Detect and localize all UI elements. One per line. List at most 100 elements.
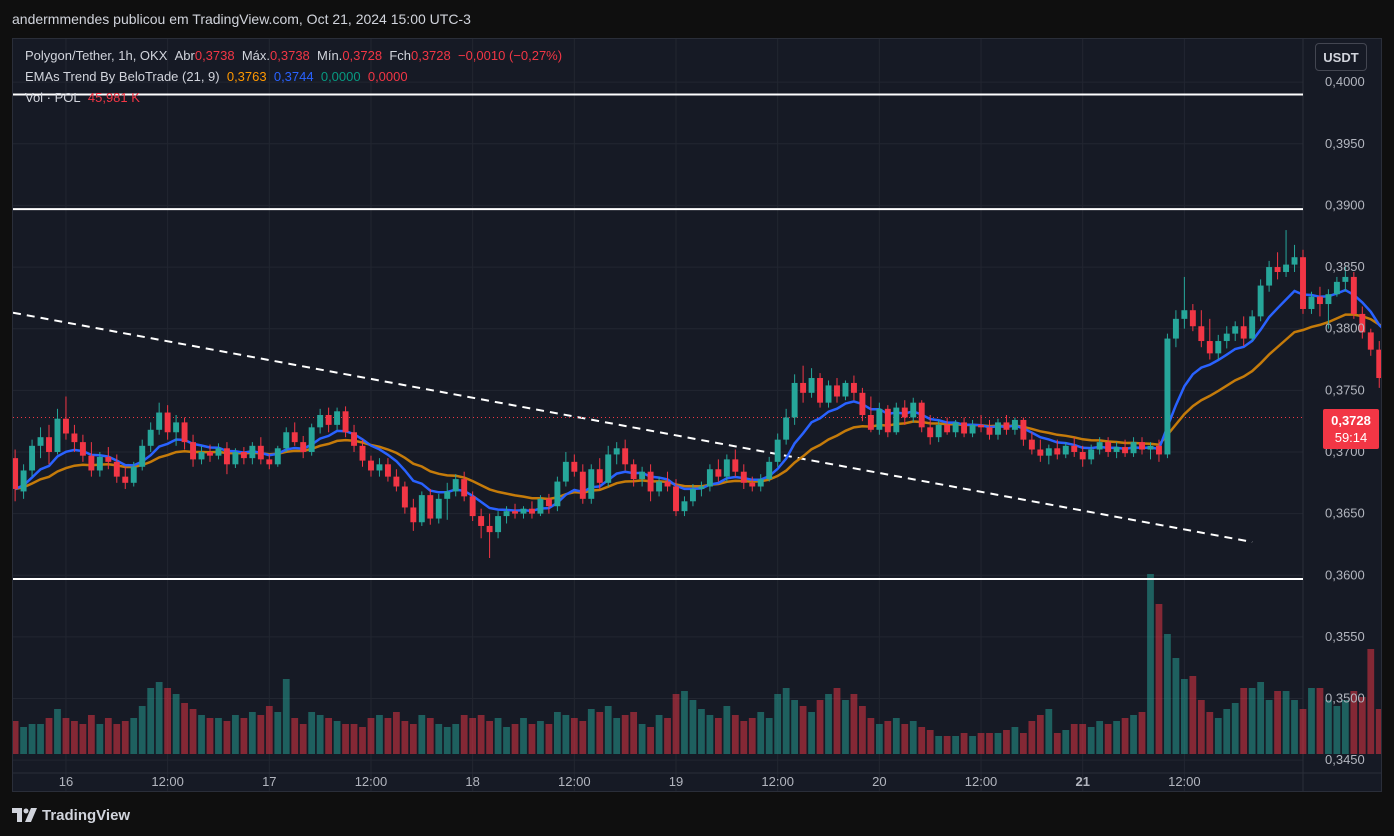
candle-body [834, 385, 840, 397]
candle [461, 471, 468, 502]
candle [1198, 310, 1205, 348]
legend-ema-row: EMAs Trend By BeloTrade (21, 9) 0,3763 0… [25, 66, 562, 87]
candle [1367, 328, 1374, 356]
chart-canvas[interactable]: 0,4000 0,3950 0,3900 0,3850 0,3800 0,3750 0,37… [13, 39, 1381, 791]
candle [986, 419, 993, 440]
candle-body [791, 382, 798, 418]
candle-body [808, 378, 815, 393]
volume-bar [825, 694, 832, 754]
candle-body [1206, 341, 1213, 354]
candle [961, 417, 968, 438]
candle-body [961, 422, 968, 434]
candle-body [757, 479, 764, 487]
footer: TradingView [12, 804, 130, 826]
volume-bar [240, 718, 248, 754]
candle-body [495, 516, 502, 533]
candle-body [62, 418, 69, 434]
volume-series [13, 574, 1381, 754]
candle-series [13, 230, 1381, 559]
candle-body [368, 460, 374, 471]
volume-bar [155, 682, 163, 754]
candle [190, 434, 197, 467]
volume-bar [316, 715, 324, 754]
volume-bar [291, 718, 299, 754]
candle [1113, 442, 1120, 459]
volume-bar [28, 724, 36, 754]
candle [927, 415, 934, 445]
chart-frame[interactable]: 0,4000 0,3950 0,3900 0,3850 0,3800 0,3750 0,37… [12, 38, 1382, 792]
volume-bar [596, 712, 604, 754]
candle-body [1020, 419, 1027, 440]
candle [376, 458, 383, 477]
candle-body [910, 402, 917, 418]
ema-fast-line [14, 288, 1381, 513]
candle-body [452, 479, 459, 492]
candle-body [537, 498, 544, 514]
volume-bar [859, 706, 866, 754]
legend-ema-name[interactable]: EMAs Trend By BeloTrade (21, 9) [25, 69, 220, 84]
candle [1122, 439, 1129, 457]
candle [384, 458, 391, 482]
candle-body [1291, 257, 1298, 265]
volume-bar [1036, 715, 1044, 754]
currency-button[interactable]: USDT [1315, 43, 1367, 71]
time-tick-label: 12:00 [761, 774, 794, 789]
volume-bar [1206, 712, 1214, 754]
volume-bar [943, 736, 951, 754]
legend-symbol[interactable]: Polygon/Tether, 1h, OKX [25, 48, 168, 63]
candle-body [1164, 338, 1171, 455]
volume-bar [299, 724, 307, 754]
candle-body [1062, 445, 1069, 455]
candle-countdown: 59:14 [1334, 430, 1368, 445]
candle [1037, 439, 1044, 462]
candle [232, 448, 239, 469]
volume-bar [20, 727, 27, 754]
candle-body [401, 486, 408, 508]
candle-body [46, 437, 52, 452]
legend-high-label: Máx. [241, 48, 271, 63]
candle [681, 496, 688, 517]
candle-body [1198, 326, 1205, 342]
volume-bar [350, 724, 358, 754]
candle-body [520, 508, 527, 514]
tradingview-logo[interactable]: TradingView [12, 807, 130, 824]
candle [418, 491, 425, 526]
candle [1223, 326, 1230, 349]
candle [867, 396, 874, 433]
volume-bar [1062, 730, 1070, 754]
candle [944, 417, 951, 435]
candle [207, 444, 213, 462]
candle [495, 511, 502, 539]
last-price-tag: 0,3728 59:14 [1323, 409, 1379, 449]
candle-body [37, 437, 44, 446]
legend-low-label: Mín. [317, 48, 343, 63]
volume-bar [232, 715, 239, 754]
candle-body [1088, 449, 1095, 460]
volume-bar [1138, 712, 1146, 754]
candle-body [562, 461, 569, 482]
volume-bar [1147, 574, 1154, 754]
candle [139, 439, 146, 471]
candle [783, 408, 790, 445]
candle [1096, 437, 1103, 455]
volume-bar [748, 718, 756, 754]
volume-bar [528, 724, 536, 754]
volume-bar [1079, 724, 1087, 754]
volume-bar [282, 679, 290, 754]
volume-bar [308, 712, 316, 754]
candle-body [969, 424, 976, 434]
candle-body [29, 445, 36, 471]
time-tick-label: 16 [59, 774, 73, 789]
candle [512, 503, 518, 519]
volume-bar [884, 721, 892, 754]
volume-bar [799, 706, 807, 754]
legend-volume-name[interactable]: Vol · POL [25, 90, 81, 105]
candle [156, 402, 163, 435]
volume-bar [960, 733, 968, 754]
volume-bar [460, 715, 468, 754]
author-line: andermmendes publicou em TradingView.com… [12, 11, 471, 27]
candle [520, 506, 527, 519]
volume-bar [1282, 691, 1290, 754]
candle [1028, 432, 1035, 455]
volume-bar [681, 691, 688, 754]
